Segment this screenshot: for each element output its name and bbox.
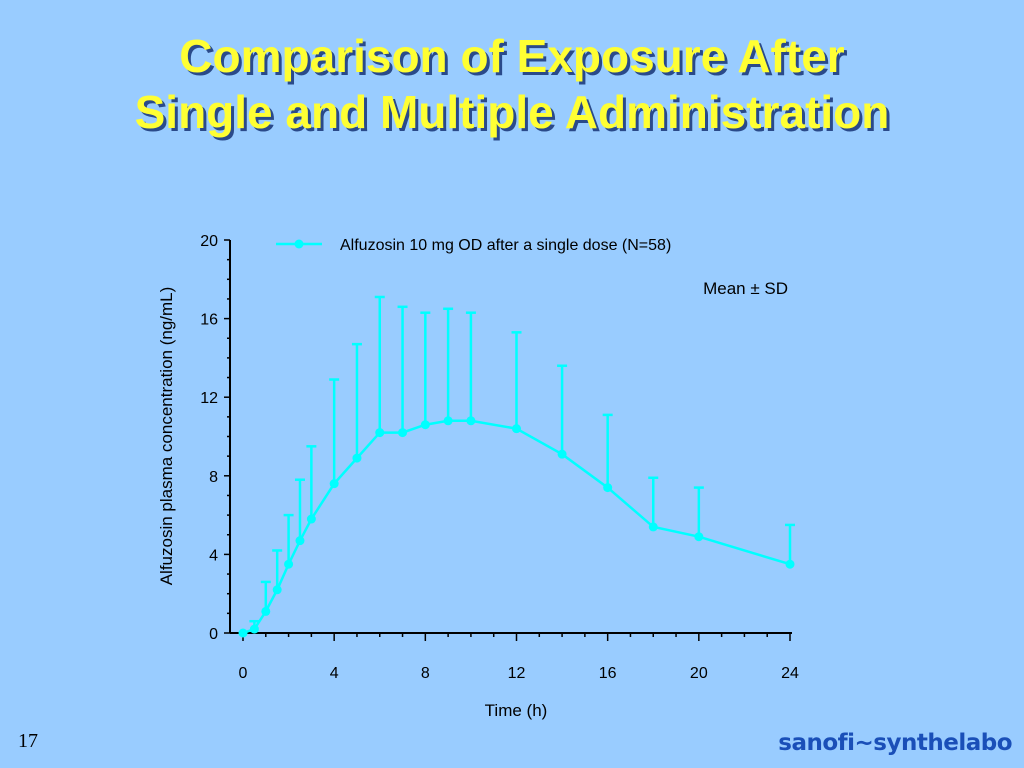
data-point bbox=[398, 428, 408, 438]
data-point bbox=[352, 453, 362, 463]
chart-legend: Alfuzosin 10 mg OD after a single dose (… bbox=[276, 237, 788, 298]
data-point bbox=[512, 424, 521, 434]
x-tick-label: 24 bbox=[781, 665, 799, 682]
chart-axes: 0 4 8 12 16 20 0 4 8 12 16 20 24 Time (h) Alfuzosin pl… bbox=[157, 233, 799, 720]
y-tick-label: 0 bbox=[209, 626, 218, 643]
series-layer bbox=[238, 416, 795, 638]
data-point bbox=[272, 585, 282, 595]
data-point bbox=[375, 428, 385, 438]
data-point bbox=[238, 628, 248, 638]
y-axis-label: Alfuzosin plasma concentration (ng/mL) bbox=[157, 287, 176, 586]
chart-annotation: Mean ± SD bbox=[703, 279, 788, 298]
data-point bbox=[694, 532, 704, 542]
error-bars bbox=[249, 295, 795, 630]
data-point bbox=[249, 624, 259, 634]
x-tick-label: 16 bbox=[599, 665, 617, 682]
x-tick-label: 4 bbox=[330, 665, 339, 682]
data-point bbox=[785, 559, 795, 569]
title-line-1: Comparison of Exposure After bbox=[179, 30, 845, 82]
y-tick-label: 20 bbox=[200, 233, 218, 250]
data-point bbox=[329, 479, 339, 489]
data-point bbox=[648, 522, 658, 532]
legend-entry: Alfuzosin 10 mg OD after a single dose (… bbox=[340, 237, 671, 254]
slide-title: Comparison of Exposure After Single and … bbox=[0, 28, 1024, 140]
x-axis-label: Time (h) bbox=[485, 701, 548, 720]
data-point bbox=[261, 606, 271, 616]
y-tick-label: 4 bbox=[209, 547, 218, 564]
data-point bbox=[466, 416, 476, 426]
data-point bbox=[420, 420, 430, 430]
y-tick-label: 12 bbox=[200, 390, 218, 407]
data-point bbox=[306, 514, 316, 524]
data-point bbox=[603, 483, 613, 493]
title-line-2: Single and Multiple Administration bbox=[134, 86, 890, 138]
data-point bbox=[443, 416, 453, 426]
x-tick-label: 12 bbox=[508, 665, 526, 682]
y-tick-label: 8 bbox=[209, 469, 218, 486]
company-logo: sanofi~synthelabo bbox=[778, 730, 1012, 756]
page-number: 17 bbox=[18, 730, 38, 752]
data-point bbox=[295, 536, 305, 546]
legend-swatch-marker bbox=[294, 239, 304, 249]
x-tick-label: 0 bbox=[239, 665, 248, 682]
series-line bbox=[242, 419, 791, 635]
data-point bbox=[284, 559, 294, 569]
x-tick-label: 8 bbox=[421, 665, 430, 682]
y-tick-label: 16 bbox=[200, 312, 218, 329]
data-point bbox=[557, 449, 567, 459]
x-tick-label: 20 bbox=[690, 665, 708, 682]
